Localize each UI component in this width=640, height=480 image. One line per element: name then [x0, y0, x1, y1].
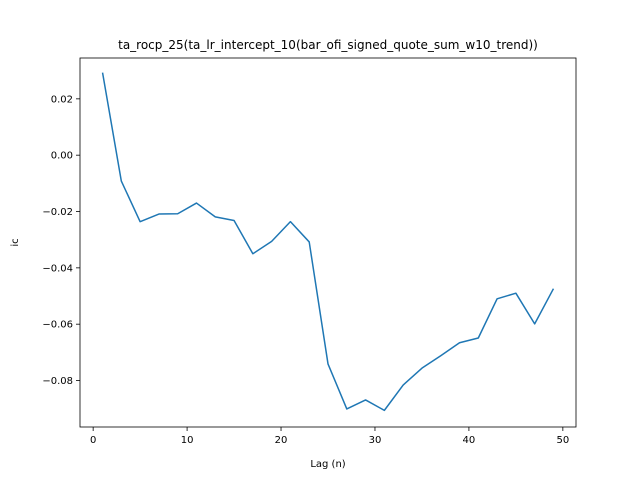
x-tick-label: 50 — [556, 435, 569, 446]
y-tick-label: 0.00 — [51, 151, 73, 162]
x-axis-label: Lag (n) — [310, 459, 345, 470]
y-tick-label: 0.02 — [51, 94, 73, 105]
x-tick-label: 20 — [275, 435, 288, 446]
x-tick-label: 0 — [90, 435, 96, 446]
x-axis: 0 10 20 30 40 50 — [90, 427, 569, 446]
y-axis-label: ic — [10, 238, 21, 246]
chart-title: ta_rocp_25(ta_lr_intercept_10(bar_ofi_si… — [118, 38, 538, 52]
y-tick-label: −0.06 — [42, 320, 73, 331]
x-tick-label: 10 — [181, 435, 194, 446]
plot-frame — [79, 57, 577, 428]
y-tick-label: −0.02 — [42, 207, 73, 218]
series-group — [101, 72, 555, 412]
x-tick-label: 40 — [463, 435, 476, 446]
x-tick-label: 30 — [369, 435, 382, 446]
series-line — [101, 72, 555, 412]
y-tick-label: −0.04 — [42, 263, 73, 274]
y-tick-label: −0.08 — [42, 376, 73, 387]
y-axis: 0.02 0.00 −0.02 −0.04 −0.06 −0.08 — [42, 94, 80, 387]
